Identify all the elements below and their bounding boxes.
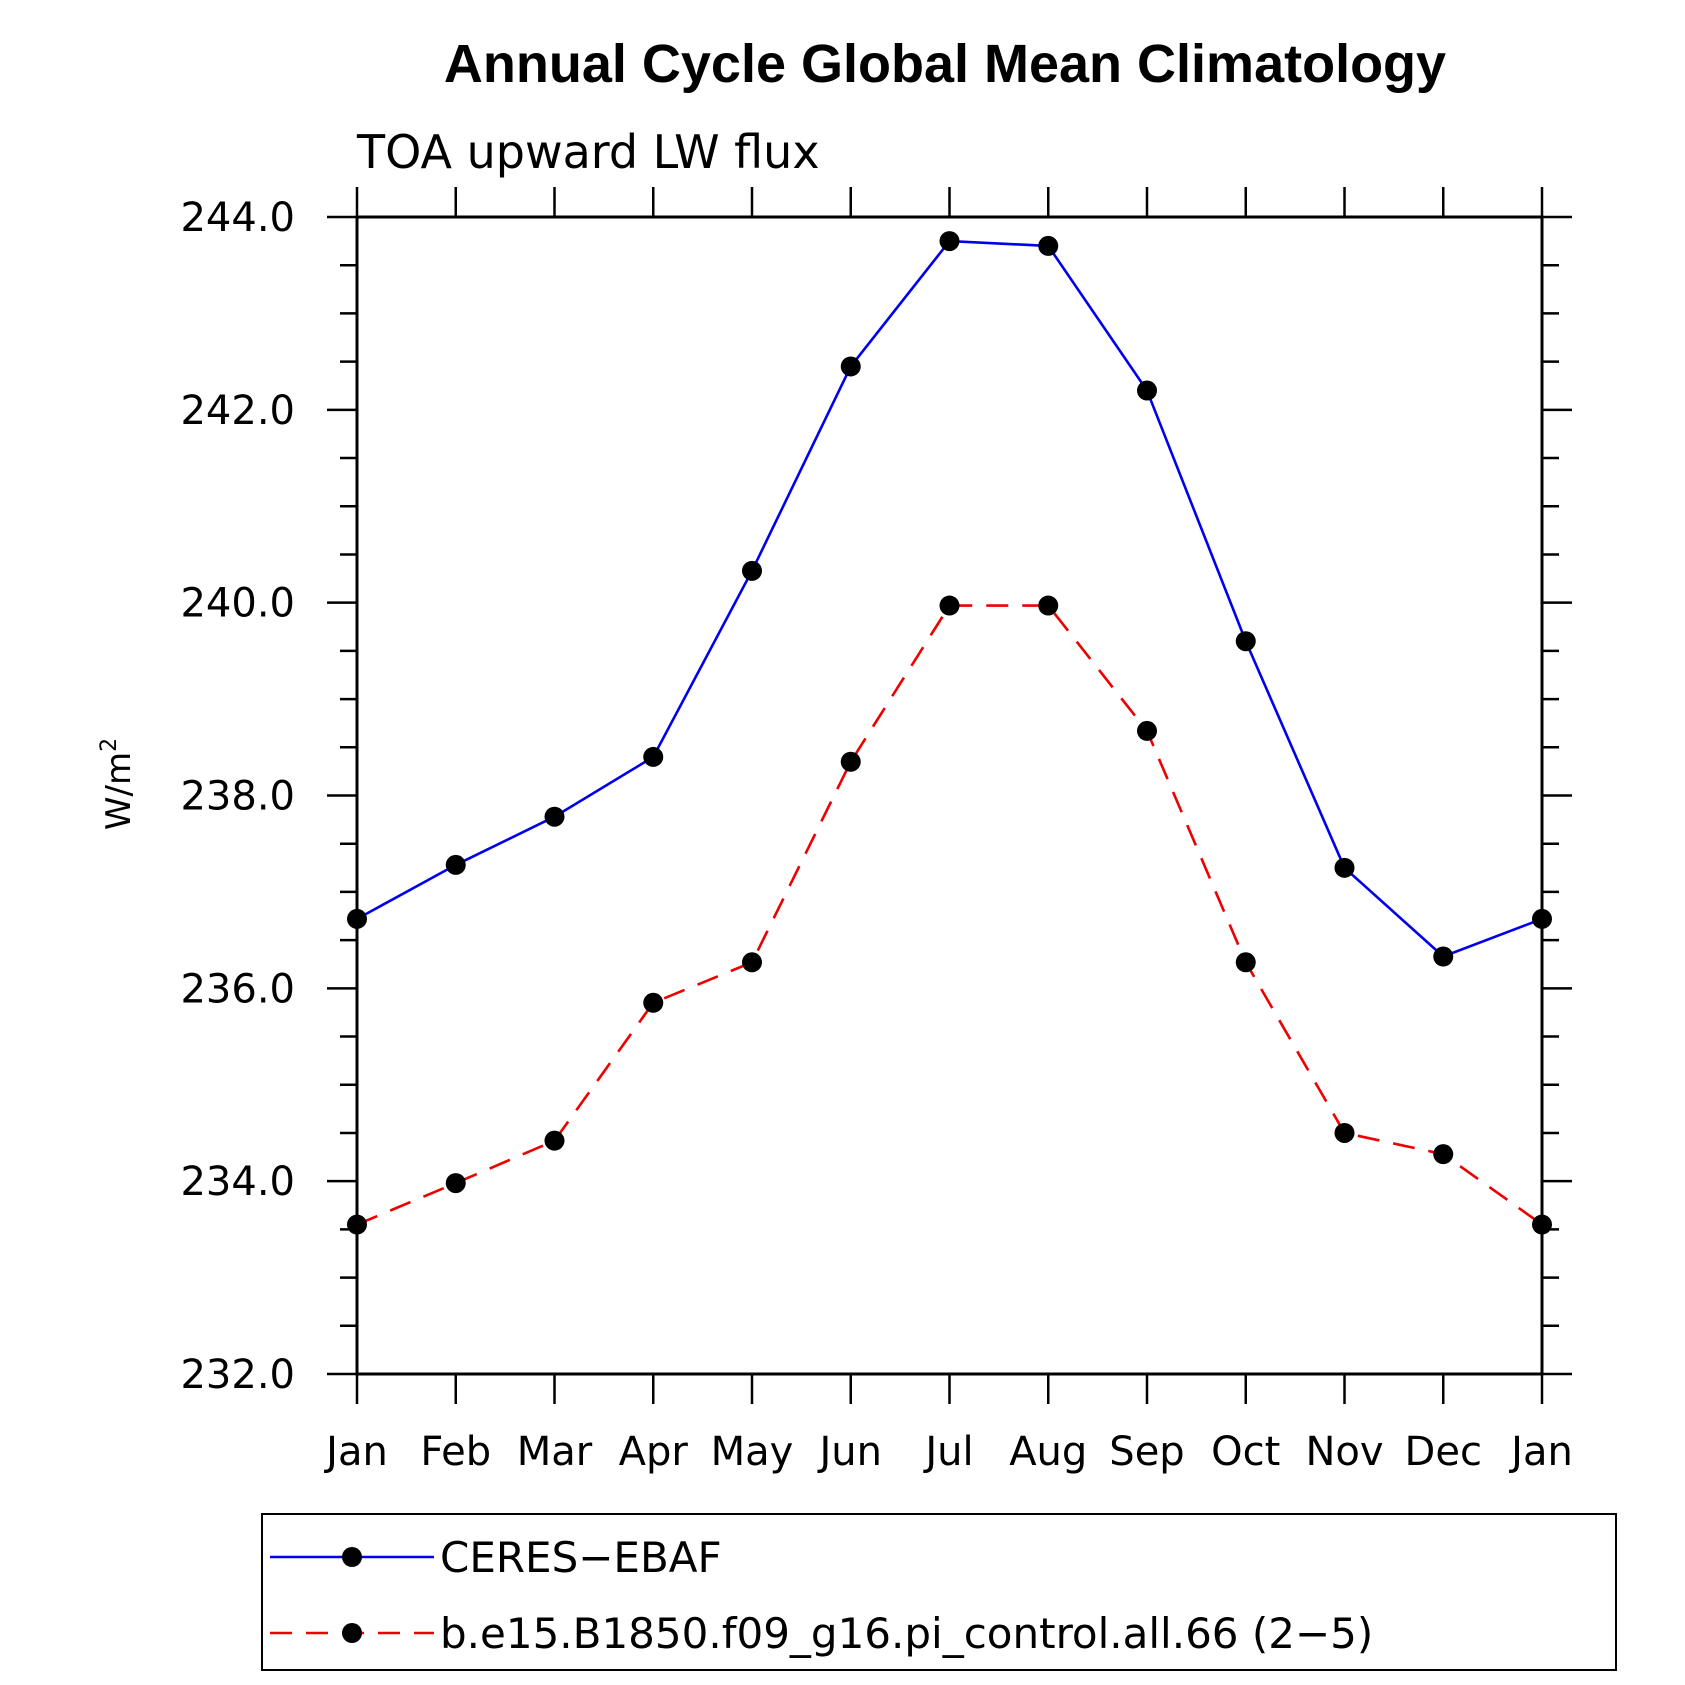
x-tick-label: Oct xyxy=(1211,1429,1280,1475)
chart-subtitle: TOA upward LW flux xyxy=(356,125,820,179)
series-1-point xyxy=(544,806,565,827)
series-2-point xyxy=(1038,595,1059,616)
x-tick-label: Apr xyxy=(619,1429,689,1475)
series-1-point xyxy=(1038,235,1059,256)
y-axis-label: W/m2 xyxy=(97,738,139,830)
x-tick-label: Sep xyxy=(1109,1429,1184,1475)
y-tick-label: 244.0 xyxy=(180,195,295,241)
series-1-point xyxy=(1235,631,1256,652)
series-2-point xyxy=(1433,1144,1454,1165)
series-1-point xyxy=(840,356,861,377)
series-2-point xyxy=(742,952,762,973)
y-tick-label: 242.0 xyxy=(180,388,295,434)
legend-box xyxy=(261,1513,1617,1671)
plot-layer: 232.0 234.0 236.0 238.0 240.0 242.0 244.0 Jan Fe… xyxy=(180,187,1573,1475)
legend: CERES−EBAF b.e15.B1850.f09_g16.pi_control… xyxy=(261,1513,1617,1671)
series-1-point xyxy=(347,908,367,929)
x-tick-label: Mar xyxy=(517,1429,593,1475)
x-tick-label: Jan xyxy=(1508,1429,1573,1475)
series-1-point xyxy=(1334,857,1355,878)
series-2-point xyxy=(1334,1122,1355,1143)
legend-label-1: CERES−EBAF xyxy=(440,1533,722,1582)
legend-swatch-marker-1 xyxy=(342,1547,362,1567)
y-axis-label-base: W/m xyxy=(99,752,139,830)
y-tick-label: 234.0 xyxy=(180,1159,295,1205)
series-2-point xyxy=(939,595,960,616)
series-1-point xyxy=(445,854,466,875)
y-tick-label: 236.0 xyxy=(180,966,295,1012)
series-1-point xyxy=(1137,380,1157,401)
x-tick-label: Aug xyxy=(1009,1429,1087,1475)
y-tick-label: 238.0 xyxy=(180,774,295,820)
chart-title: Annual Cycle Global Mean Climatology xyxy=(444,34,1446,94)
series-2-point xyxy=(643,992,664,1013)
x-tick-label: Jun xyxy=(817,1429,883,1475)
series-1-point xyxy=(939,231,960,252)
x-tick-label: Dec xyxy=(1405,1429,1482,1475)
y-axis-label-superscript: 2 xyxy=(97,738,122,752)
series-1-point xyxy=(742,560,762,581)
x-tick-label: May xyxy=(711,1429,794,1475)
series-2-point xyxy=(1235,952,1256,973)
y-tick-label: 232.0 xyxy=(180,1352,295,1398)
series-2-point xyxy=(445,1173,466,1194)
legend-swatch-marker-2 xyxy=(342,1623,362,1643)
series-1-point xyxy=(1532,908,1552,929)
x-tick-label: Jan xyxy=(323,1429,388,1475)
series-2-point xyxy=(544,1130,565,1151)
series-2-point xyxy=(1532,1214,1552,1235)
x-tick-label: Feb xyxy=(420,1429,491,1475)
x-tick-label: Jul xyxy=(922,1429,973,1475)
y-tick-label: 240.0 xyxy=(180,581,295,627)
x-tick-label: Nov xyxy=(1305,1429,1383,1475)
series-1-point xyxy=(1433,946,1454,967)
series-1-point xyxy=(643,746,664,767)
series-2-point xyxy=(840,751,861,772)
series-2-point xyxy=(347,1214,367,1235)
legend-label-2: b.e15.B1850.f09_g16.pi_control.all.66 (2… xyxy=(440,1609,1373,1658)
series-2-point xyxy=(1137,720,1157,741)
